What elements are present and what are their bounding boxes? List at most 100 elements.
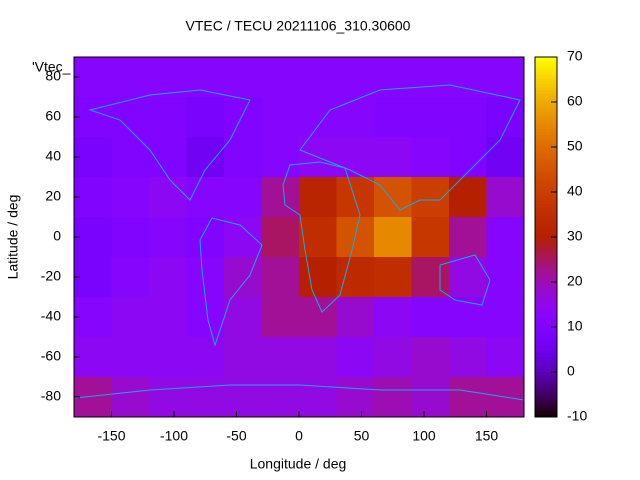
colorbar-step bbox=[535, 75, 557, 79]
colorbar-step bbox=[535, 387, 557, 391]
colorbar-step bbox=[535, 333, 557, 337]
y-tick-label: -80 bbox=[41, 388, 61, 404]
colorbar-step bbox=[535, 393, 557, 397]
heat-cell bbox=[74, 337, 112, 378]
heat-cell bbox=[224, 177, 262, 218]
coastline bbox=[199, 217, 263, 347]
coastline bbox=[299, 84, 521, 211]
heat-cell bbox=[261, 137, 300, 178]
colorbar-step bbox=[535, 231, 557, 235]
colorbar-step bbox=[535, 222, 557, 226]
colorbar-step bbox=[535, 156, 557, 160]
colorbar-step bbox=[535, 369, 557, 373]
colorbar-step bbox=[535, 285, 557, 289]
y-tick-label: 20 bbox=[45, 188, 61, 204]
colorbar-tick-label: -10 bbox=[567, 408, 587, 424]
y-tick-label: 80 bbox=[45, 68, 61, 84]
heat-cell bbox=[186, 217, 225, 258]
heat-cell bbox=[224, 137, 262, 178]
y-tick-label: 60 bbox=[45, 108, 61, 124]
y-tick-label: -40 bbox=[41, 308, 61, 324]
colorbar-step bbox=[535, 84, 557, 88]
coastlines bbox=[74, 84, 525, 401]
heat-cell bbox=[374, 337, 412, 378]
colorbar-step bbox=[535, 348, 557, 352]
colorbar-step bbox=[535, 324, 557, 328]
colorbar-step bbox=[535, 99, 557, 103]
heat-cell bbox=[411, 177, 450, 218]
heatmap bbox=[74, 57, 525, 418]
colorbar-step bbox=[535, 306, 557, 310]
colorbar-step bbox=[535, 168, 557, 172]
x-tick-label: 150 bbox=[475, 428, 499, 444]
colorbar-step bbox=[535, 381, 557, 385]
heat-cell bbox=[261, 57, 300, 98]
colorbar-step bbox=[535, 108, 557, 112]
colorbar-step bbox=[535, 402, 557, 406]
heat-cell bbox=[74, 217, 112, 258]
colorbar-step bbox=[535, 240, 557, 244]
heat-cell bbox=[149, 337, 187, 378]
colorbar-step bbox=[535, 96, 557, 100]
heat-cell bbox=[299, 57, 337, 98]
colorbar-step bbox=[535, 234, 557, 238]
colorbar-step bbox=[535, 288, 557, 292]
colorbar-step bbox=[535, 273, 557, 277]
colorbar-step bbox=[535, 63, 557, 67]
heat-cell bbox=[374, 217, 412, 258]
heat-cell bbox=[374, 57, 412, 98]
colorbar-step bbox=[535, 201, 557, 205]
heat-cell bbox=[224, 57, 262, 98]
colorbar-step bbox=[535, 327, 557, 331]
colorbar-step bbox=[535, 279, 557, 283]
colorbar-step bbox=[535, 243, 557, 247]
colorbar-tick-label: 70 bbox=[567, 48, 583, 64]
heat-cell bbox=[186, 97, 225, 138]
heat-cell bbox=[411, 57, 450, 98]
x-tick-label: -50 bbox=[226, 428, 246, 444]
heat-cell bbox=[261, 257, 300, 298]
heat-cell bbox=[149, 217, 187, 258]
heat-cell bbox=[449, 57, 487, 98]
colorbar-step bbox=[535, 102, 557, 106]
colorbar-step bbox=[535, 276, 557, 280]
heat-cell bbox=[149, 257, 187, 298]
colorbar-step bbox=[535, 57, 557, 61]
colorbar-step bbox=[535, 363, 557, 367]
colorbar-step bbox=[535, 177, 557, 181]
colorbar-step bbox=[535, 228, 557, 232]
heat-cell bbox=[299, 337, 337, 378]
coastline bbox=[439, 254, 491, 306]
y-axis-label: Latitude / deg bbox=[5, 195, 21, 280]
colorbar-step bbox=[535, 312, 557, 316]
heat-cell bbox=[186, 337, 225, 378]
heat-cell bbox=[449, 217, 487, 258]
colorbar-step bbox=[535, 309, 557, 313]
heat-cell bbox=[299, 377, 337, 418]
colorbar-step bbox=[535, 147, 557, 151]
heat-cell bbox=[374, 377, 412, 418]
colorbar-tick-label: 30 bbox=[567, 228, 583, 244]
heat-cell bbox=[186, 177, 225, 218]
colorbar-step bbox=[535, 213, 557, 217]
colorbar-step bbox=[535, 297, 557, 301]
heat-cell bbox=[336, 217, 375, 258]
colorbar-step bbox=[535, 384, 557, 388]
colorbar-step bbox=[535, 174, 557, 178]
heat-cell bbox=[74, 257, 112, 298]
y-tick-label: 0 bbox=[53, 228, 61, 244]
colorbar-step bbox=[535, 180, 557, 184]
heat-cell bbox=[111, 257, 150, 298]
colorbar-step bbox=[535, 249, 557, 253]
heat-cell bbox=[336, 257, 375, 298]
heat-cell bbox=[224, 97, 262, 138]
heat-cell bbox=[149, 97, 187, 138]
colorbar-step bbox=[535, 66, 557, 70]
colorbar-step bbox=[535, 192, 557, 196]
colorbar-step bbox=[535, 114, 557, 118]
colorbar-step bbox=[535, 375, 557, 379]
colorbar-step bbox=[535, 318, 557, 322]
heat-cell bbox=[224, 337, 262, 378]
colorbar-step bbox=[535, 87, 557, 91]
